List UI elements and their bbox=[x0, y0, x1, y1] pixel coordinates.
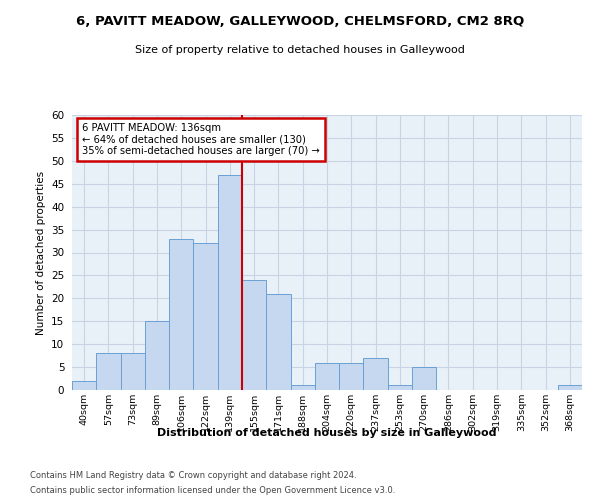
Bar bbox=[121, 354, 145, 390]
Bar bbox=[388, 386, 412, 390]
Text: Size of property relative to detached houses in Galleywood: Size of property relative to detached ho… bbox=[135, 45, 465, 55]
Text: Contains public sector information licensed under the Open Government Licence v3: Contains public sector information licen… bbox=[30, 486, 395, 495]
Text: 6 PAVITT MEADOW: 136sqm
← 64% of detached houses are smaller (130)
35% of semi-d: 6 PAVITT MEADOW: 136sqm ← 64% of detache… bbox=[82, 123, 320, 156]
Bar bbox=[364, 358, 388, 390]
Bar bbox=[72, 381, 96, 390]
Bar bbox=[96, 354, 121, 390]
Bar bbox=[339, 362, 364, 390]
Y-axis label: Number of detached properties: Number of detached properties bbox=[35, 170, 46, 334]
Bar bbox=[145, 322, 169, 390]
Bar bbox=[412, 367, 436, 390]
Bar bbox=[290, 386, 315, 390]
Text: Distribution of detached houses by size in Galleywood: Distribution of detached houses by size … bbox=[157, 428, 497, 438]
Bar bbox=[218, 174, 242, 390]
Bar bbox=[266, 294, 290, 390]
Bar bbox=[315, 362, 339, 390]
Bar bbox=[169, 239, 193, 390]
Text: Contains HM Land Registry data © Crown copyright and database right 2024.: Contains HM Land Registry data © Crown c… bbox=[30, 471, 356, 480]
Text: 6, PAVITT MEADOW, GALLEYWOOD, CHELMSFORD, CM2 8RQ: 6, PAVITT MEADOW, GALLEYWOOD, CHELMSFORD… bbox=[76, 15, 524, 28]
Bar bbox=[242, 280, 266, 390]
Bar bbox=[558, 386, 582, 390]
Bar bbox=[193, 244, 218, 390]
